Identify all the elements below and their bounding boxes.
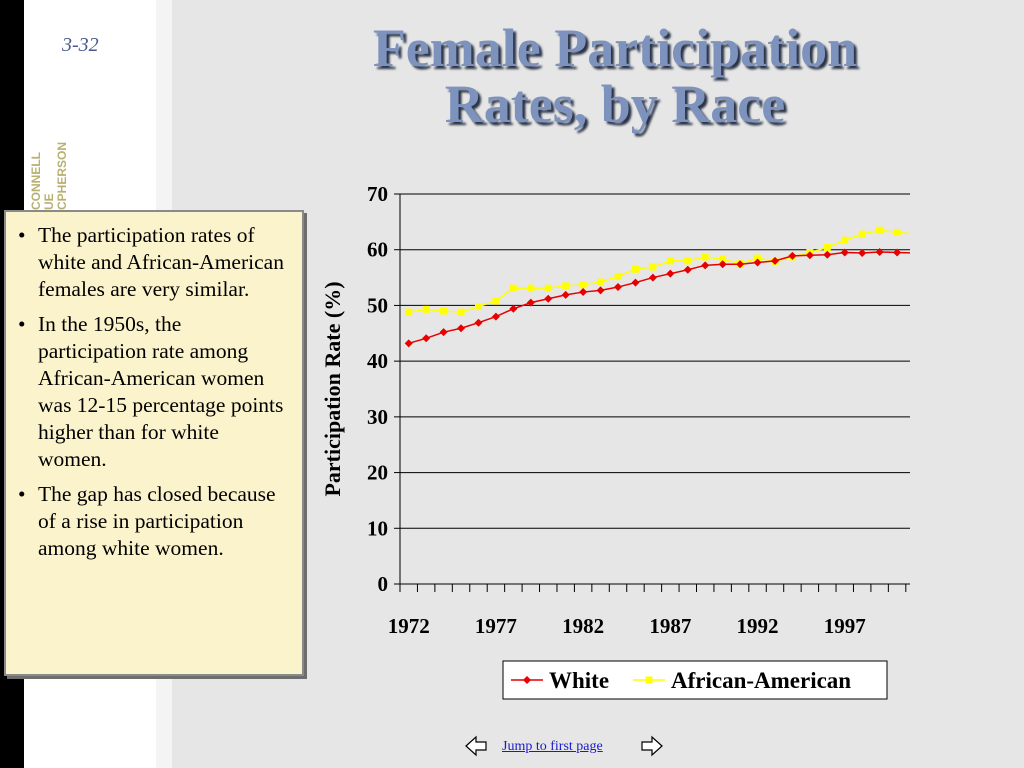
x-tick-label: 1982: [562, 614, 604, 638]
page-title-line-2: Rates, by Race: [444, 74, 786, 134]
legend-label-white: White: [549, 668, 609, 693]
data-point-african-american: [544, 284, 552, 292]
plot-area: [399, 193, 910, 585]
data-point-african-american: [509, 284, 517, 292]
legend-marker-african-american: [645, 676, 653, 684]
footer-nav: Jump to first page: [460, 732, 670, 762]
data-point-white: [526, 298, 535, 307]
series-line-white: [408, 251, 910, 345]
participation-chart: 0102030405060701972197719821987199219972…: [320, 182, 910, 700]
y-tick-label: 30: [367, 405, 388, 429]
data-point-african-american: [684, 257, 692, 265]
bullet-list: The participation rates of white and Afr…: [6, 212, 302, 562]
publisher-logo-line: UE: [42, 193, 56, 210]
data-point-african-american: [597, 278, 605, 286]
data-point-african-american: [631, 265, 639, 273]
x-tick-label: 1992: [737, 614, 779, 638]
data-point-white: [840, 248, 849, 257]
data-point-african-american: [893, 228, 901, 236]
data-point-white: [823, 250, 832, 259]
y-tick-label: 10: [367, 516, 388, 540]
data-point-african-american: [841, 236, 849, 244]
data-point-african-american: [701, 253, 709, 261]
data-point-african-american: [719, 255, 727, 263]
data-point-african-american: [440, 307, 448, 315]
x-tick-label: 1972: [388, 614, 430, 638]
y-tick-label: 40: [367, 349, 388, 373]
x-tick-label: 1997: [824, 614, 866, 638]
legend-box: [502, 660, 888, 700]
legend-marker-white: [523, 676, 531, 684]
data-point-white: [631, 278, 640, 287]
y-tick-label: 50: [367, 293, 388, 317]
y-tick-label: 20: [367, 461, 388, 485]
data-point-african-american: [858, 230, 866, 238]
data-point-african-american: [474, 303, 482, 311]
data-point-african-american: [754, 254, 762, 262]
data-point-african-american: [422, 305, 430, 313]
jump-to-first-page-link[interactable]: Jump to first page: [502, 739, 603, 754]
data-point-white: [718, 260, 727, 269]
slide-number: 3-32: [62, 34, 99, 56]
series-line-african-american: [408, 229, 910, 313]
data-point-white: [509, 304, 518, 313]
data-point-white: [491, 312, 500, 321]
publisher-logo-line: CPHERSON: [55, 142, 69, 210]
page-title-line-1: Female Participation: [372, 18, 858, 78]
data-point-african-american: [562, 282, 570, 290]
data-point-african-american: [405, 308, 413, 316]
y-tick-label: 60: [367, 238, 388, 262]
data-point-white: [788, 251, 797, 260]
data-point-white: [457, 324, 466, 333]
y-tick-label: 0: [378, 572, 389, 596]
data-point-african-american: [876, 226, 884, 234]
data-point-african-american: [527, 284, 535, 292]
legend-label-african-american: African-American: [671, 668, 851, 693]
data-point-white: [404, 339, 413, 348]
data-point-white: [648, 273, 657, 282]
data-point-white: [666, 269, 675, 278]
data-point-white: [474, 318, 483, 327]
data-point-white: [736, 260, 745, 269]
left-arrow-outline-icon[interactable]: [464, 734, 488, 758]
data-point-white: [614, 283, 623, 292]
data-point-white: [701, 261, 710, 270]
y-axis-label: Participation Rate (%): [320, 281, 345, 496]
data-point-white: [683, 265, 692, 274]
bullet-item: In the 1950s, the participation rate amo…: [18, 311, 292, 473]
publisher-logo-line: CONNELL: [29, 152, 43, 210]
data-point-white: [439, 328, 448, 337]
bullet-panel: The participation rates of white and Afr…: [4, 210, 304, 676]
data-point-african-american: [649, 263, 657, 271]
right-arrow-outline-icon[interactable]: [640, 734, 664, 758]
data-point-white: [544, 294, 553, 303]
data-point-african-american: [614, 272, 622, 280]
data-point-white: [579, 288, 588, 297]
data-point-white: [561, 290, 570, 299]
data-point-african-american: [492, 297, 500, 305]
data-point-white: [753, 258, 762, 267]
x-tick-label: 1977: [475, 614, 517, 638]
bullet-item: The gap has closed because of a rise in …: [18, 481, 292, 562]
page-title: Female Participation Rates, by Race: [270, 20, 960, 132]
data-point-white: [893, 248, 902, 257]
data-point-white: [422, 334, 431, 343]
data-point-white: [596, 286, 605, 295]
data-point-african-american: [579, 281, 587, 289]
data-point-african-american: [457, 308, 465, 316]
y-tick-label: 70: [367, 182, 388, 206]
publisher-logo-text: CONNELL UE CPHERSON: [29, 142, 69, 210]
bullet-item: The participation rates of white and Afr…: [18, 222, 292, 303]
data-point-african-american: [666, 257, 674, 265]
data-point-white: [805, 251, 814, 260]
data-point-african-american: [823, 243, 831, 251]
data-point-white: [875, 247, 884, 256]
publisher-logo: CONNELL UE CPHERSON: [26, 118, 78, 218]
data-point-white: [770, 256, 779, 265]
data-point-white: [858, 249, 867, 258]
x-tick-label: 1987: [649, 614, 691, 638]
